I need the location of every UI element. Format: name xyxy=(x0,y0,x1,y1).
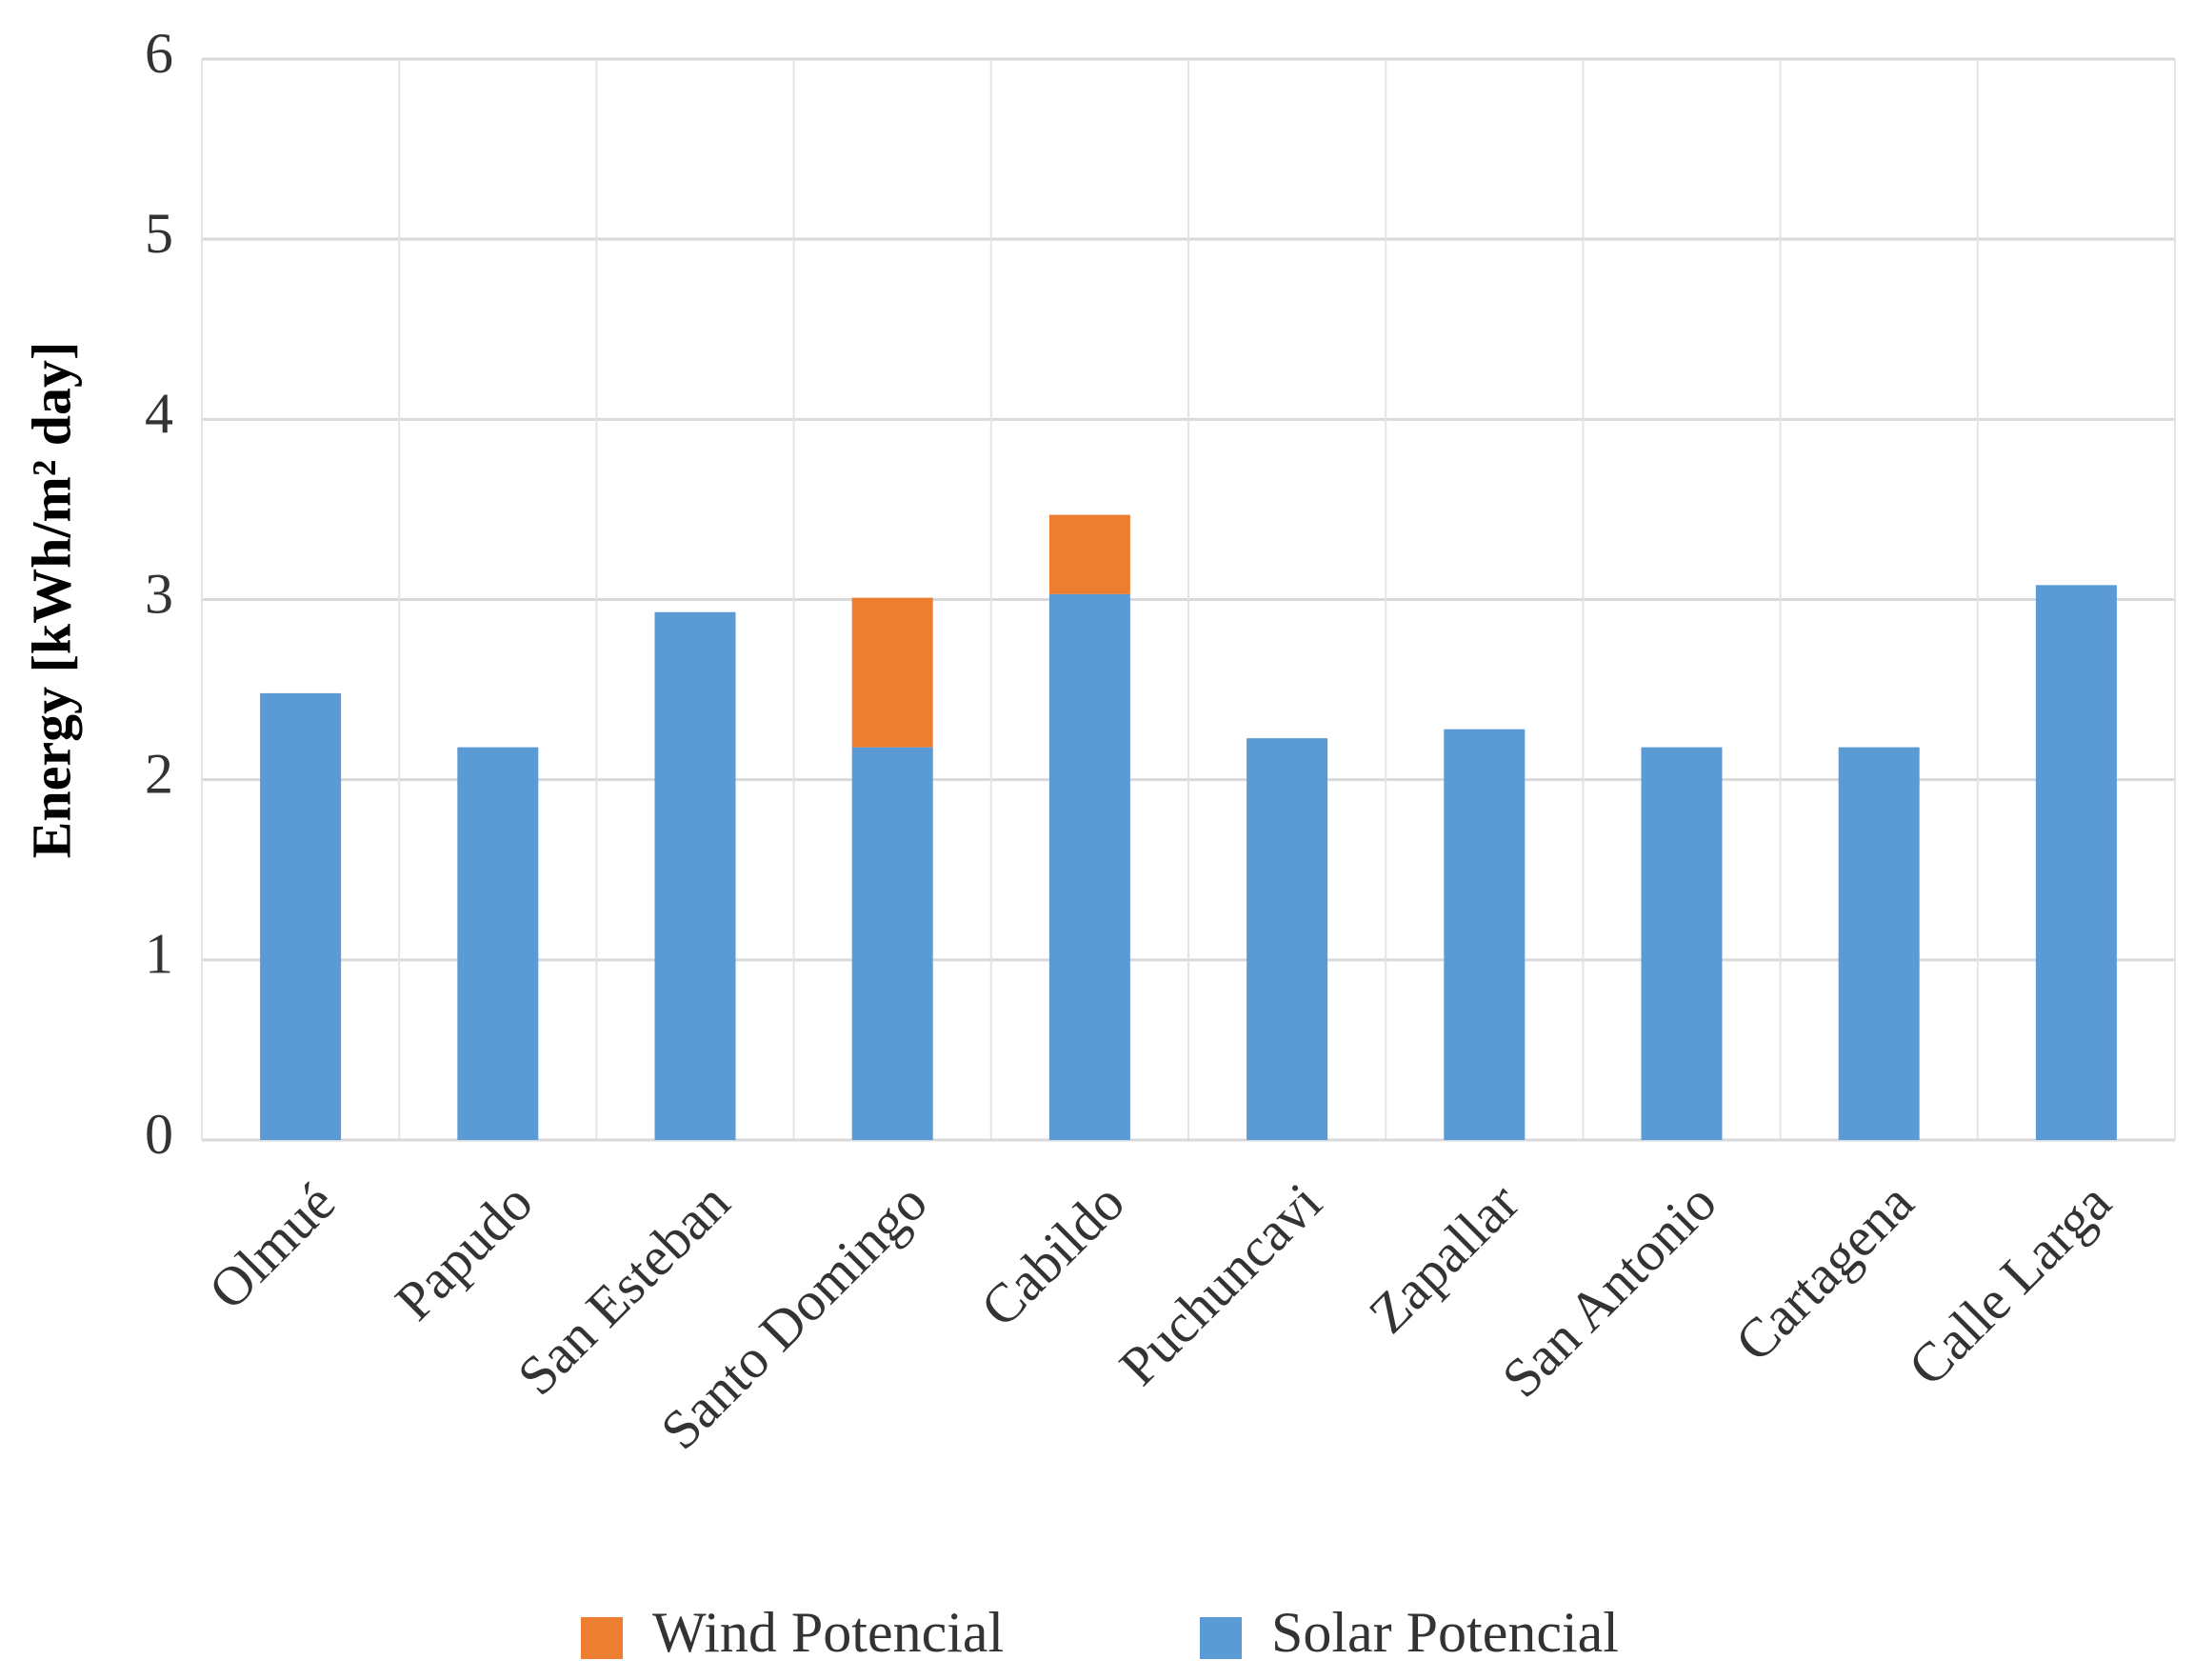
x-tick-label: Cartagena xyxy=(1724,1171,1925,1373)
x-tick-label: Cabildo xyxy=(968,1171,1136,1339)
x-tick-label: Papudo xyxy=(383,1171,544,1332)
bar-segment xyxy=(2035,585,2117,1140)
bar-segment xyxy=(1641,747,1723,1140)
bar-segment xyxy=(1048,514,1130,594)
y-tick-label: 4 xyxy=(145,382,173,445)
bar-segment xyxy=(851,747,933,1140)
x-tick-label: San Antonio xyxy=(1490,1171,1728,1410)
y-axis-label: Energy [kWh/m² day] xyxy=(20,342,82,859)
bar-segment xyxy=(1048,593,1130,1140)
bar-segment xyxy=(1444,729,1526,1140)
legend-label: Solar Potencial xyxy=(1271,1601,1619,1664)
bar-segment xyxy=(1247,738,1328,1140)
legend-swatch xyxy=(1200,1617,1242,1659)
y-tick-label: 6 xyxy=(145,22,173,85)
bar-segment xyxy=(457,747,539,1140)
bar-segment xyxy=(1838,747,1920,1140)
x-tick-label: Olmué xyxy=(197,1171,348,1322)
x-tick-label: Calle Larga xyxy=(1896,1171,2123,1398)
y-tick-label: 0 xyxy=(145,1103,173,1166)
x-tick-label: Zapallar xyxy=(1357,1171,1531,1346)
y-tick-label: 3 xyxy=(145,562,173,625)
y-tick-label: 2 xyxy=(145,742,173,805)
bar-segment xyxy=(851,597,933,748)
x-tick-label: Puchuncavi xyxy=(1107,1171,1333,1397)
bar-segment xyxy=(260,692,342,1140)
legend-swatch xyxy=(581,1617,623,1659)
legend-label: Wind Potencial xyxy=(652,1601,1004,1664)
y-tick-label: 1 xyxy=(145,923,173,986)
y-tick-label: 5 xyxy=(145,202,173,265)
bar-segment xyxy=(654,611,736,1140)
